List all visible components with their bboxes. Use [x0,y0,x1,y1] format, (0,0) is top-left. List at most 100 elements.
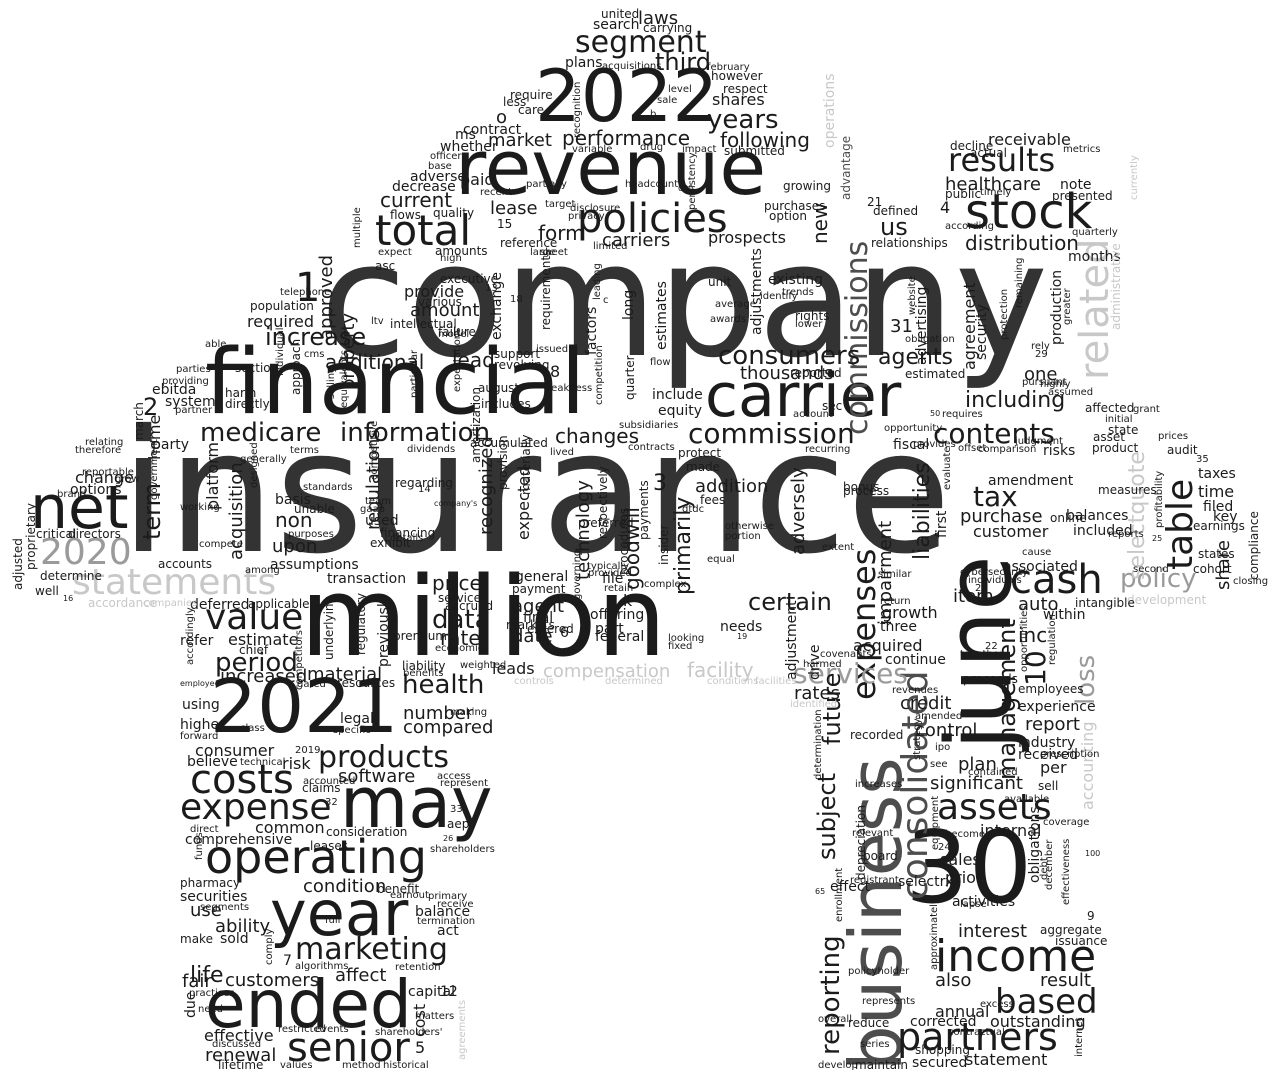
word-product: product [1092,441,1139,455]
word-total: total [375,206,472,255]
word-evaluate: evaluate [942,446,953,490]
word-32: 32 [325,797,338,808]
word-fair: fair [182,971,212,992]
word-rate: rate [440,626,481,650]
word-pursuant: pursuant [1022,377,1067,388]
word-compete: compete [199,539,243,550]
word-secured: secured [912,1055,968,1071]
word-long: long [621,289,637,320]
word-year: year [270,877,409,950]
word-critical: critical [36,527,77,541]
word-healthcare: healthcare [945,174,1041,195]
word-currently: currently [1129,155,1140,200]
word-increases: increases [855,779,903,790]
word-lifetime: lifetime [218,1058,264,1072]
word-contracts: contracts [628,442,675,453]
word-2022: 2022 [535,54,719,138]
word-therefore: therefore [75,445,122,456]
word-similar: similar [878,569,912,580]
word-plan: plan [958,754,997,775]
word-000: 000 [678,184,694,193]
word-paid: paid [460,170,495,189]
word-facility: facility [687,658,754,682]
word-administrative: administrative [1109,243,1123,330]
word-equal: equal [707,554,735,565]
word-19: 19 [737,632,748,641]
word-provided: provided [588,568,632,579]
word-insider: insider [657,524,671,565]
word-continue: continue [885,652,946,668]
word-generally: generally [240,454,287,465]
word-greater: greater [1062,288,1073,325]
word-affected: affected [1085,401,1135,415]
word-leads: leads [492,659,535,678]
word-includes: includes [481,397,531,411]
word-using: using [182,697,220,713]
word-internet: internet [1074,1017,1085,1057]
word-actual: actual [970,146,1007,160]
word-expense: expense [180,787,332,828]
word-costs: costs [190,757,294,803]
word-complex: complex [644,579,687,590]
word-aep: aep [447,817,470,831]
word-renewal: renewal [205,1045,277,1066]
word-operations: operations [822,73,838,148]
word-maintain: maintain [855,1058,908,1072]
word-million: million [300,553,667,681]
word-highly: highly [1040,379,1071,390]
word-matters: matters [415,1011,455,1022]
word-search: search [593,17,640,33]
word-5: 5 [415,1038,426,1057]
word-service: service [438,591,481,605]
word-determination: determination [813,709,824,780]
word-first: first [934,510,950,538]
word-transaction: transaction [327,571,407,587]
word-sale: sale [657,95,678,106]
word-selectrx: selectrx [898,874,954,890]
word-thousands: thousands [740,363,834,384]
word-agent: agent [512,596,564,617]
word-common: common [255,818,325,837]
word-section: section [235,361,279,375]
word-assumptions: assumptions [270,557,359,573]
word-access: access [437,771,471,782]
word-august: august [478,381,520,395]
word-leading: leading [592,263,603,300]
word-internal: internal [980,821,1042,840]
word-purchase: purchase [960,506,1043,527]
word-failure: failure [438,325,476,339]
word-refer: refer [180,633,214,649]
word-risks: risks [1043,443,1076,459]
word-25: 25 [1152,534,1163,543]
word-health: health [402,670,485,700]
word-condition: condition [303,876,387,897]
word-headcount: headcount [625,179,679,190]
word-issued: issued [536,344,569,355]
word-performance: performance [562,126,691,150]
word-corrected: corrected [910,1014,977,1030]
word-3: 3 [653,471,667,496]
word-sell: sell [1038,779,1059,793]
word-financing: financing [380,526,436,540]
word-ability: ability [215,916,271,937]
word-controls: controls [514,676,554,687]
word-estimates: estimates [654,281,670,350]
word-events: events [315,1024,349,1035]
word-included: included [1073,523,1133,539]
word-22: 22 [985,641,998,652]
word-submitted: submitted [724,144,785,158]
word-accordance: accordance [88,596,158,610]
word-cause: cause [1022,547,1052,558]
word-facilities: facilities [755,676,797,687]
word-termination: termination [417,916,476,927]
word-enrollment: enrollment [834,867,845,922]
word-subject: subject [813,773,841,860]
word-discussed: discussed [212,1039,262,1050]
word-2019: 2019 [295,745,321,756]
word-accounts: accounts [158,557,213,571]
word-securities: securities [180,889,248,905]
word-applicable: applicable [248,597,310,611]
word-relevant: relevant [852,828,894,839]
word-identified: identified [790,699,838,710]
word-dividends: dividends [407,444,456,455]
